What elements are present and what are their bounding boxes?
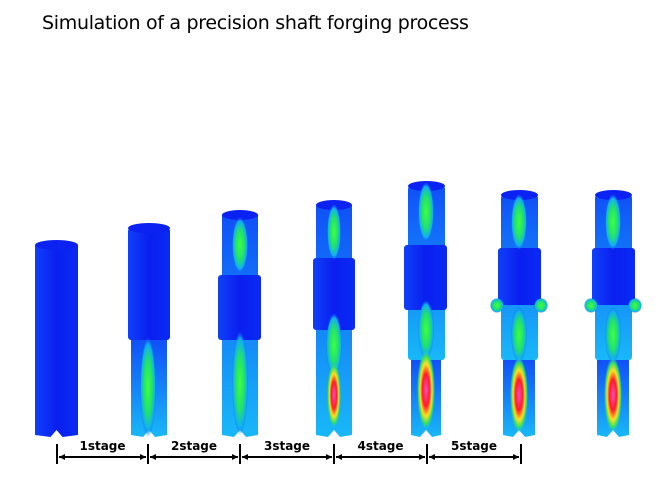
arrow-left-icon (336, 454, 342, 460)
arrow-left-icon (242, 454, 248, 460)
arrow-left-icon (429, 454, 435, 460)
strain-zone (326, 313, 342, 377)
strain-hotspot (604, 357, 622, 433)
strain-zone (232, 331, 248, 435)
stage-label: 1stage (79, 439, 125, 453)
strain-zone (418, 300, 434, 360)
shaft-stage-5 (490, 190, 548, 437)
stage-label: 3stage (264, 439, 310, 453)
strain-zone (140, 337, 156, 437)
shaft-stage-4 (404, 181, 447, 437)
shaft-stage-3 (313, 200, 355, 437)
shaft-top-face (222, 210, 258, 220)
arrow-right-icon (326, 454, 332, 460)
shaft-stage-1 (128, 223, 170, 437)
flange-left (584, 298, 598, 313)
strain-zone (232, 217, 248, 273)
stage-dimension-lines: 1stage 2stage 3stage 4stage 5stage (56, 439, 522, 464)
strain-zone (605, 194, 621, 250)
strain-zone (327, 204, 341, 260)
shaft-section (404, 245, 447, 310)
shaft-body (35, 245, 78, 437)
figure-title: Simulation of a precision shaft forging … (42, 12, 469, 34)
stage-label: 2stage (171, 439, 217, 453)
shaft-top-face (128, 223, 170, 233)
flange-right (534, 298, 548, 313)
shaft-section (128, 228, 170, 340)
shaft-stage-2 (218, 210, 261, 437)
strain-zone (605, 307, 621, 363)
shaft-section (218, 275, 261, 340)
shaft-stage-0 (35, 240, 78, 437)
shaft-section (592, 248, 635, 305)
stage-label: 4stage (357, 439, 403, 453)
strain-zone (418, 182, 434, 242)
strain-zone (511, 307, 527, 363)
arrow-right-icon (232, 454, 238, 460)
strain-zone (511, 194, 527, 250)
strain-hotspot (417, 350, 435, 430)
shaft-section (313, 258, 355, 330)
flange-left (490, 298, 504, 313)
strain-hotspot (510, 357, 528, 433)
arrow-right-icon (140, 454, 146, 460)
flange-right (628, 298, 642, 313)
strain-hotspot (327, 362, 341, 428)
shaft-top-face (35, 240, 78, 250)
arrow-right-icon (419, 454, 425, 460)
arrow-right-icon (513, 454, 519, 460)
arrow-left-icon (150, 454, 156, 460)
stage-label: 5stage (451, 439, 497, 453)
shaft-stage-6 (584, 190, 642, 437)
arrow-left-icon (59, 454, 65, 460)
shaft-section (498, 248, 541, 305)
